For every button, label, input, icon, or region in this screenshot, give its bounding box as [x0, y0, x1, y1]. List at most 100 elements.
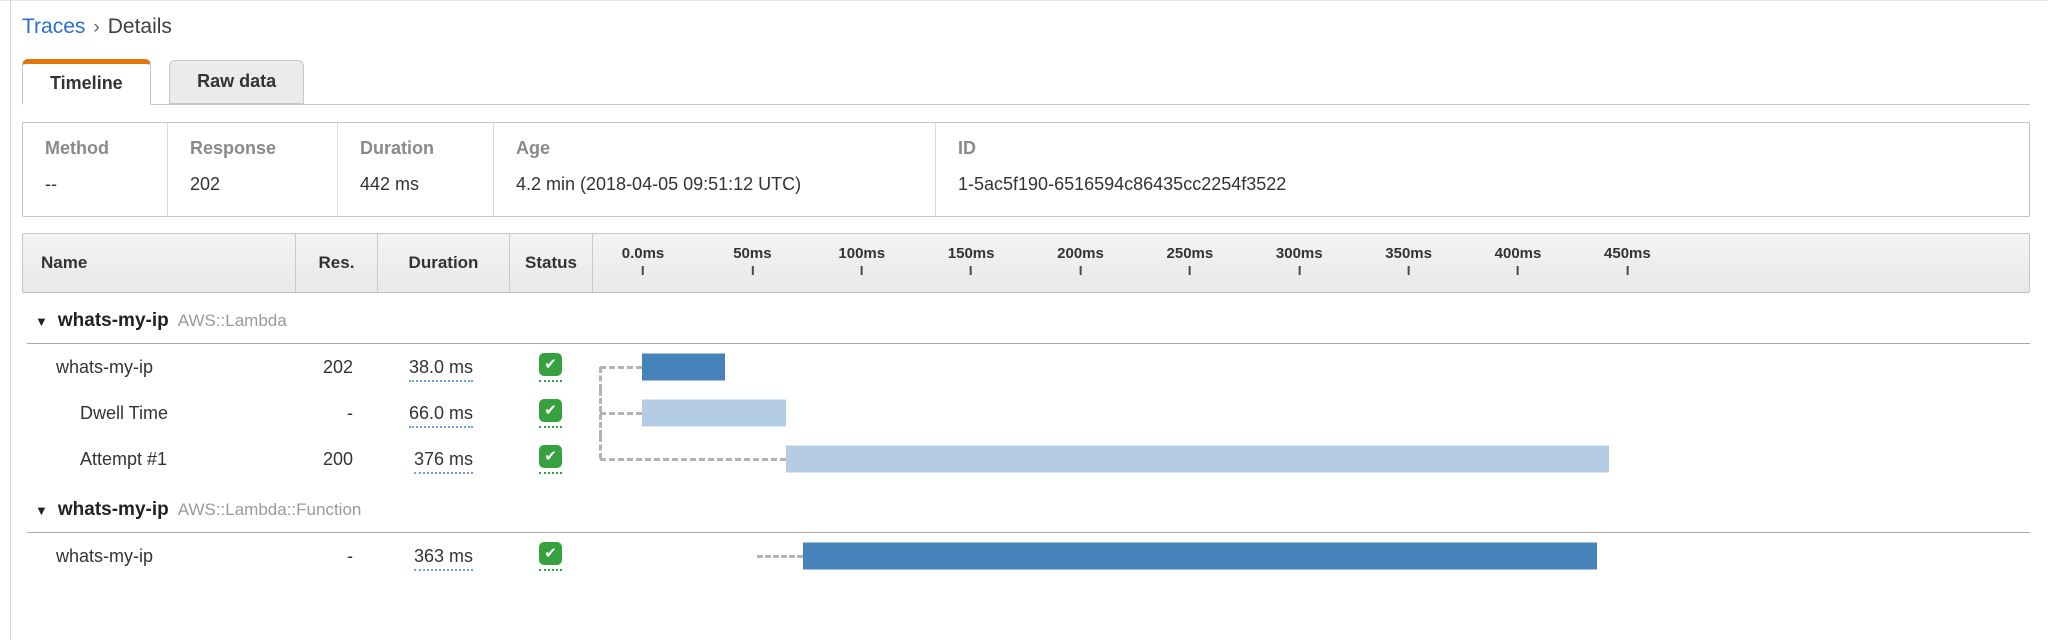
axis-tick-mark	[970, 266, 973, 275]
connector-line	[600, 366, 642, 369]
axis-tick-mark	[1626, 266, 1629, 275]
axis-tick-label: 300ms	[1275, 245, 1323, 262]
row-res: 200	[322, 448, 353, 469]
breadcrumb-traces-link[interactable]: Traces	[22, 15, 86, 38]
axis-tick-mark	[860, 266, 863, 275]
collapse-triangle-icon[interactable]: ▼	[35, 503, 48, 518]
axis-tick-label: 200ms	[1057, 245, 1104, 262]
time-axis-tick: 450ms	[1604, 245, 1651, 275]
trace-bar[interactable]	[642, 399, 787, 427]
summary-id: ID 1-5ac5f190-6516594c86435cc2254f3522	[936, 123, 2029, 216]
summary-id-label: ID	[958, 138, 976, 158]
collapse-triangle-icon[interactable]: ▼	[35, 314, 48, 329]
group-type: AWS::Lambda::Function	[177, 500, 362, 519]
group-name: whats-my-ip	[57, 499, 169, 520]
row-res: -	[347, 545, 353, 566]
row-name: Dwell Time	[80, 402, 169, 423]
breadcrumb: Traces › Details	[22, 15, 2030, 39]
status-badge[interactable]: ✔	[539, 398, 562, 428]
time-axis-tick: 50ms	[733, 245, 772, 275]
row-res: -	[347, 402, 353, 423]
axis-tick-label: 0.0ms	[621, 245, 665, 262]
summary-method: Method --	[23, 123, 168, 216]
trace-bar[interactable]	[786, 445, 1609, 473]
page-content: Traces › Details Timeline Raw data Method …	[22, 1, 2030, 579]
group-type: AWS::Lambda	[177, 311, 287, 330]
axis-tick-mark	[1188, 266, 1191, 275]
segment-row[interactable]: whats-my-ip 202 38.0 ms ✔	[22, 344, 2030, 390]
axis-tick-label: 50ms	[733, 245, 772, 262]
row-name: Attempt #1	[80, 448, 168, 469]
connector-line	[599, 367, 602, 390]
summary-method-label: Method	[45, 138, 109, 158]
time-axis-tick: 250ms	[1166, 245, 1214, 275]
row-duration[interactable]: 363 ms	[413, 545, 473, 571]
axis-tick-mark	[641, 266, 644, 275]
axis-tick-label: 250ms	[1166, 245, 1214, 262]
column-header-name: Name	[23, 234, 296, 292]
summary-age-value: 4.2 min (2018-04-05 09:51:12 UTC)	[516, 174, 802, 194]
summary-duration-label: Duration	[360, 138, 434, 158]
timeline-header-row: Name Res. Duration Status 0.0ms 50ms 100…	[22, 233, 2030, 293]
axis-tick-mark	[751, 266, 754, 275]
axis-tick-label: 450ms	[1604, 245, 1651, 262]
summary-id-value: 1-5ac5f190-6516594c86435cc2254f3522	[958, 174, 1287, 194]
row-duration[interactable]: 38.0 ms	[408, 356, 473, 382]
axis-tick-label: 350ms	[1385, 245, 1432, 262]
time-axis-tick: 150ms	[947, 245, 995, 275]
axis-tick-mark	[1079, 266, 1082, 275]
connector-line	[600, 458, 787, 461]
timeline-body: ▼ whats-my-ip AWS::Lambda whats-my-ip 202 …	[22, 293, 2030, 579]
time-axis-tick: 300ms	[1276, 245, 1323, 275]
row-name: whats-my-ip	[56, 545, 154, 566]
summary-response-label: Response	[190, 138, 277, 158]
row-timeline-cell	[592, 344, 2030, 390]
summary-response-value: 202	[190, 174, 221, 194]
column-header-status: Status	[510, 234, 593, 292]
axis-tick-mark	[1517, 266, 1519, 275]
time-axis-tick: 200ms	[1057, 245, 1104, 275]
summary-response: Response 202	[168, 123, 338, 216]
axis-tick-mark	[1407, 266, 1410, 275]
time-axis-tick: 100ms	[838, 245, 885, 275]
axis-tick-label: 400ms	[1494, 245, 1542, 262]
segment-group-header[interactable]: ▼ whats-my-ip AWS::Lambda::Function	[27, 482, 2030, 533]
summary-method-value: --	[45, 174, 57, 194]
trace-summary-strip: Method -- Response 202 Duration 442 ms A…	[22, 122, 2030, 217]
status-badge[interactable]: ✔	[539, 352, 562, 382]
page-title: Details	[107, 15, 172, 38]
status-badge[interactable]: ✔	[539, 541, 562, 571]
status-ok-icon: ✔	[539, 444, 562, 468]
column-header-res: Res.	[296, 234, 378, 292]
connector-line	[599, 436, 602, 459]
row-timeline-cell	[592, 390, 2030, 436]
segment-row[interactable]: Dwell Time - 66.0 ms ✔	[22, 390, 2030, 436]
segment-row[interactable]: Attempt #1 200 376 ms ✔	[22, 436, 2030, 482]
connector-line	[599, 390, 602, 436]
status-badge[interactable]: ✔	[539, 444, 562, 474]
trace-bar[interactable]	[803, 542, 1598, 570]
summary-age: Age 4.2 min (2018-04-05 09:51:12 UTC)	[494, 123, 936, 216]
page-left-border	[10, 1, 11, 640]
connector-line	[757, 555, 803, 558]
tab-bar: Timeline Raw data	[22, 59, 2030, 105]
time-axis-tick: 0.0ms	[621, 245, 665, 275]
row-name: whats-my-ip	[56, 356, 154, 377]
status-ok-icon: ✔	[539, 541, 562, 565]
segment-row[interactable]: whats-my-ip - 363 ms ✔	[22, 533, 2030, 579]
row-duration[interactable]: 376 ms	[413, 448, 473, 474]
summary-age-label: Age	[516, 138, 551, 158]
tab-raw-data[interactable]: Raw data	[169, 60, 305, 104]
status-ok-icon: ✔	[539, 398, 562, 422]
axis-tick-label: 150ms	[947, 245, 995, 262]
connector-line	[600, 412, 642, 415]
summary-duration-value: 442 ms	[360, 174, 420, 194]
segment-group-header[interactable]: ▼ whats-my-ip AWS::Lambda	[27, 293, 2030, 344]
trace-bar[interactable]	[642, 353, 726, 381]
tab-timeline[interactable]: Timeline	[22, 59, 151, 105]
time-axis-tick: 400ms	[1494, 245, 1542, 275]
row-duration[interactable]: 66.0 ms	[408, 402, 473, 428]
group-name: whats-my-ip	[57, 310, 169, 331]
time-axis-tick: 350ms	[1385, 245, 1432, 275]
